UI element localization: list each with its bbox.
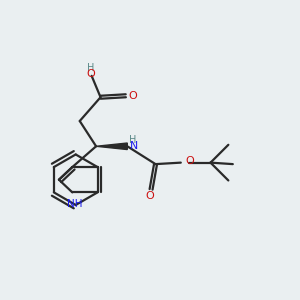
Text: O: O	[87, 69, 95, 79]
Text: H: H	[129, 135, 136, 145]
Text: H: H	[87, 63, 95, 73]
Text: NH: NH	[67, 199, 83, 208]
Text: O: O	[145, 191, 154, 201]
Polygon shape	[96, 143, 127, 150]
Text: N: N	[129, 141, 138, 151]
Text: O: O	[128, 91, 137, 101]
Text: O: O	[185, 156, 194, 167]
